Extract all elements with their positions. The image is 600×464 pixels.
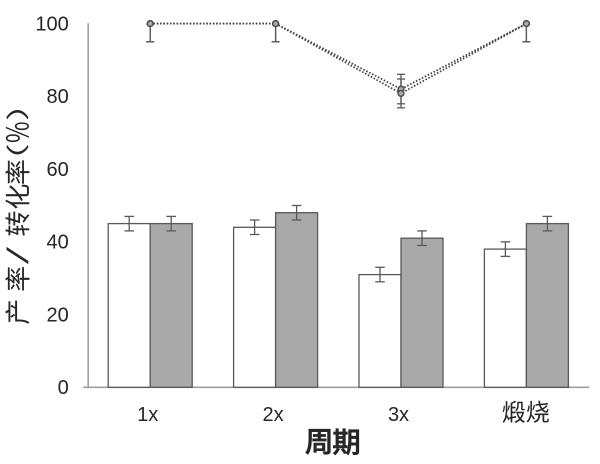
svg-text:3x: 3x (388, 404, 409, 426)
svg-text:100: 100 (35, 13, 68, 35)
svg-text:60: 60 (47, 159, 69, 181)
svg-text:80: 80 (47, 86, 69, 108)
svg-text:1x: 1x (137, 404, 158, 426)
svg-text:0: 0 (58, 377, 69, 399)
svg-text:40: 40 (47, 232, 69, 254)
svg-text:20: 20 (47, 304, 69, 326)
svg-text:2x: 2x (263, 404, 284, 426)
